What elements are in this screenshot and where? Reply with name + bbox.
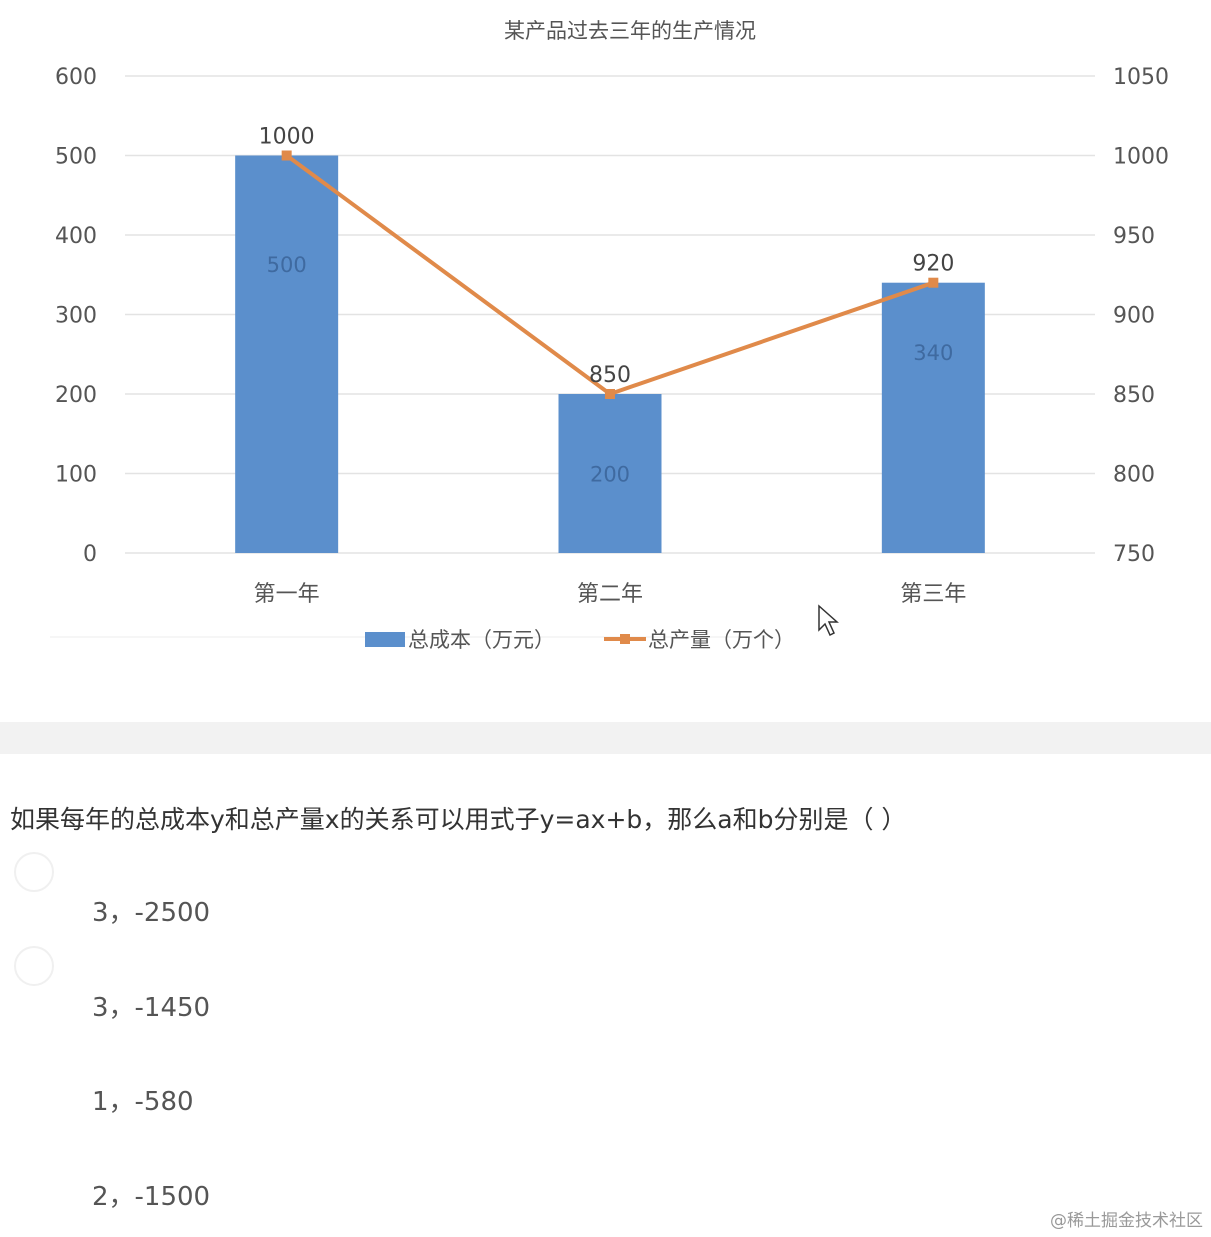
option-d[interactable]: 2，-1500 [92,1182,211,1212]
x-tick-label: 第一年 [254,582,320,607]
bar-data-label: 500 [267,253,307,277]
line-data-label: 850 [589,363,631,388]
line-data-label: 920 [912,252,954,277]
line-marker [281,150,292,161]
y-right-tick-label: 1050 [1113,65,1169,90]
y-left-tick-label: 400 [55,224,97,249]
legend-label: 总产量（万个） [648,628,795,652]
y-right-tick-label: 850 [1113,383,1155,408]
y-left-tick-label: 100 [55,463,97,488]
watermark: @稀土掘金技术社区 [1050,1211,1203,1231]
chart-title: 某产品过去三年的生产情况 [504,19,756,43]
line-marker [928,277,939,288]
bar [881,282,985,553]
question-text: 如果每年的总成本y和总产量x的关系可以用式子y=ax+b，那么a和b分别是（ ） [10,805,907,834]
y-left-tick-label: 200 [55,383,97,408]
bar-data-label: 340 [913,341,953,365]
option-radio-a[interactable] [14,852,54,892]
line-data-label: 1000 [259,125,315,150]
x-tick-label: 第二年 [577,582,643,607]
line-series [285,153,934,397]
mouse-cursor-icon [818,604,839,637]
y-right-tick-label: 750 [1113,542,1155,567]
y-left-tick-label: 0 [83,542,97,567]
legend-label: 总成本（万元） [408,628,555,652]
y-right-tick-label: 800 [1113,463,1155,488]
separator-band [0,722,1211,754]
option-radio-b[interactable] [14,946,54,986]
bar [235,155,339,553]
option-c[interactable]: 1，-580 [92,1087,194,1117]
y-left-tick-label: 300 [55,304,97,329]
bar-data-label: 200 [590,463,630,487]
y-right-tick-label: 900 [1113,304,1155,329]
option-b[interactable]: 3，-1450 [92,993,211,1023]
x-tick-label: 第三年 [900,582,966,607]
y-right-tick-label: 950 [1113,224,1155,249]
line-marker [605,389,615,399]
option-a[interactable]: 3，-2500 [92,898,211,928]
legend-marker [620,634,630,644]
y-left-tick-label: 500 [55,145,97,170]
combo-chart: 某产品过去三年的生产情况 0 100 200 300 400 500 600 750 800 850… [50,19,1169,652]
y-left-tick-label: 600 [55,65,97,90]
y-right-tick-label: 1000 [1113,145,1169,170]
bar [558,394,662,553]
legend-swatch-bar [365,632,405,647]
